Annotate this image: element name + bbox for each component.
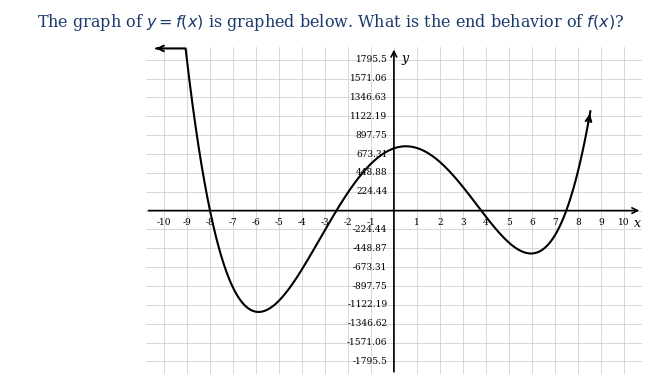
Text: 10: 10 <box>618 218 630 227</box>
Text: 8: 8 <box>575 218 581 227</box>
Text: -448.87: -448.87 <box>353 244 387 253</box>
Text: -1122.19: -1122.19 <box>348 300 387 309</box>
Text: 9: 9 <box>598 218 604 227</box>
Text: 5: 5 <box>506 218 512 227</box>
Text: 6: 6 <box>529 218 535 227</box>
Text: -1571.06: -1571.06 <box>347 338 387 347</box>
Text: -8: -8 <box>206 218 214 227</box>
Text: 7: 7 <box>552 218 557 227</box>
Text: 1346.63: 1346.63 <box>350 93 387 102</box>
Text: 1122.19: 1122.19 <box>350 112 387 121</box>
Text: -3: -3 <box>320 218 329 227</box>
Text: 1: 1 <box>414 218 420 227</box>
Text: -1346.62: -1346.62 <box>348 319 387 328</box>
Text: 448.88: 448.88 <box>356 168 387 177</box>
Text: 1795.5: 1795.5 <box>355 55 387 64</box>
Text: -1: -1 <box>367 218 375 227</box>
Text: 673.31: 673.31 <box>356 149 387 159</box>
Text: 2: 2 <box>437 218 443 227</box>
Text: -9: -9 <box>183 218 191 227</box>
Text: 4: 4 <box>483 218 489 227</box>
Text: y: y <box>402 52 409 65</box>
Text: 224.44: 224.44 <box>356 187 387 196</box>
Text: -10: -10 <box>157 218 171 227</box>
Text: 3: 3 <box>460 218 465 227</box>
Text: -2: -2 <box>344 218 352 227</box>
Text: 1571.06: 1571.06 <box>350 74 387 83</box>
Text: -6: -6 <box>252 218 260 227</box>
Text: The graph of $y = f(x)$ is graphed below. What is the end behavior of $f(x)$?: The graph of $y = f(x)$ is graphed below… <box>37 12 625 33</box>
Text: -5: -5 <box>275 218 283 227</box>
Text: -673.31: -673.31 <box>353 262 387 272</box>
Text: -224.44: -224.44 <box>353 225 387 234</box>
Text: -897.75: -897.75 <box>353 282 387 291</box>
Text: -4: -4 <box>298 218 307 227</box>
Text: x: x <box>634 217 641 230</box>
Text: 897.75: 897.75 <box>355 131 387 140</box>
Text: -7: -7 <box>228 218 238 227</box>
Text: -1795.5: -1795.5 <box>353 357 387 366</box>
